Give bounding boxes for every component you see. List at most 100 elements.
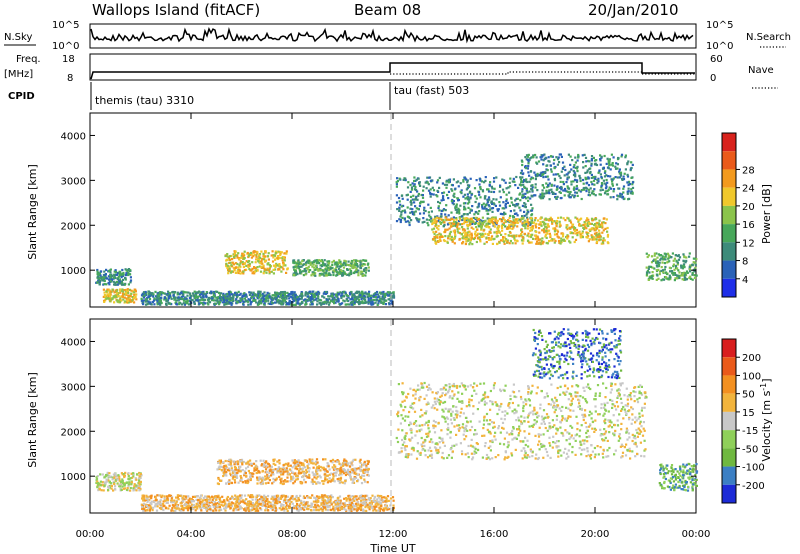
- scatter-cell: [531, 207, 534, 210]
- scatter-cell: [283, 299, 287, 302]
- scatter-cell: [129, 281, 132, 284]
- scatter-cell: [545, 182, 548, 185]
- scatter-cell: [556, 222, 559, 225]
- scatter-cell: [492, 202, 495, 205]
- freq-panel-frame: [89, 53, 697, 81]
- scatter-cell: [468, 201, 471, 204]
- scatter-cell: [585, 231, 588, 234]
- scatter-cell: [582, 166, 585, 169]
- scatter-cell: [430, 193, 433, 196]
- scatter-cell: [467, 185, 470, 188]
- scatter-cell: [103, 294, 106, 297]
- scatter-cell: [667, 254, 670, 257]
- scatter-cell: [278, 256, 281, 260]
- scatter-cell: [479, 188, 482, 191]
- scatter-cell: [297, 259, 300, 262]
- scatter-cell: [346, 299, 349, 302]
- scatter-cell: [662, 278, 666, 281]
- scatter-cell: [202, 295, 205, 298]
- scatter-cell: [443, 183, 447, 186]
- scatter-cell: [113, 472, 117, 475]
- scatter-cell: [339, 467, 342, 470]
- scatter-cell: [453, 195, 456, 198]
- scatter-cell: [534, 234, 538, 237]
- scatter-cell: [548, 192, 551, 195]
- scatter-cell: [667, 257, 670, 260]
- scatter-cell: [130, 481, 133, 484]
- scatter-cell: [297, 472, 300, 475]
- scatter-cell: [252, 255, 255, 258]
- scatter-cell: [459, 223, 462, 226]
- scatter-cell: [529, 226, 532, 229]
- scatter-cell: [347, 472, 350, 475]
- scatter-cell: [173, 296, 176, 299]
- scatter-cell: [129, 279, 133, 282]
- scatter-cell: [477, 191, 481, 194]
- scatter-cell: [469, 221, 472, 224]
- scatter-cell: [103, 476, 106, 479]
- scatter-cell: [237, 481, 240, 484]
- scatter-cell: [189, 300, 192, 303]
- scatter-cell: [385, 299, 388, 302]
- scatter-cell: [173, 298, 176, 301]
- scatter-cell: [268, 292, 271, 295]
- scatter-cell: [454, 208, 457, 211]
- scatter-cell: [475, 219, 478, 223]
- scatter-cell: [572, 173, 576, 177]
- scatter-cell: [420, 193, 423, 197]
- scatter-cell: [290, 291, 293, 294]
- scatter-cell: [462, 231, 465, 234]
- scatter-cell: [168, 294, 172, 297]
- scatter-cell: [384, 303, 387, 306]
- scatter-cell: [271, 250, 274, 253]
- scatter-cell: [344, 303, 347, 306]
- scatter-cell: [105, 283, 108, 286]
- scatter-cell: [229, 472, 232, 475]
- scatter-cell: [312, 260, 315, 264]
- scatter-cell: [288, 473, 291, 476]
- scatter-cell: [127, 484, 130, 488]
- scatter-cell: [272, 477, 275, 480]
- scatter-cell: [247, 261, 250, 264]
- scatter-cell: [346, 303, 349, 306]
- scatter-cell: [254, 261, 257, 264]
- scatter-cell: [391, 302, 394, 305]
- scatter-cell: [631, 181, 634, 184]
- scatter-cell: [322, 263, 325, 266]
- scatter-cell: [491, 210, 494, 213]
- scatter-cell: [609, 175, 612, 178]
- scatter-cell: [96, 281, 99, 284]
- scatter-cell: [600, 182, 604, 185]
- scatter-cell: [559, 242, 562, 245]
- scatter-cell: [132, 489, 135, 492]
- scatter-cell: [524, 192, 527, 195]
- scatter-cell: [540, 223, 543, 226]
- scatter-cell: [218, 465, 221, 468]
- colorbar-swatch: [722, 151, 736, 170]
- scatter-cell: [558, 186, 562, 189]
- scatter-cell: [263, 462, 266, 466]
- scatter-cell: [578, 218, 582, 221]
- scatter-cell: [314, 268, 317, 271]
- scatter-cell: [337, 293, 340, 296]
- scatter-cell: [312, 462, 315, 465]
- scatter-cell: [476, 236, 480, 239]
- scatter-cell: [493, 231, 496, 234]
- scatter-cell: [575, 191, 579, 194]
- scatter-cell: [120, 488, 123, 491]
- scatter-cell: [102, 288, 105, 291]
- scatter-cell: [281, 468, 284, 471]
- scatter-cell: [245, 299, 248, 302]
- scatter-cell: [590, 176, 593, 179]
- scatter-cell: [147, 293, 150, 296]
- scatter-cell: [103, 276, 106, 279]
- scatter-cell: [658, 273, 661, 276]
- scatter-cell: [359, 458, 362, 461]
- scatter-cell: [158, 299, 161, 302]
- scatter-cell: [222, 294, 225, 297]
- scatter-cell: [236, 263, 239, 266]
- scatter-cell: [349, 263, 352, 266]
- scatter-cell: [681, 272, 684, 275]
- scatter-cell: [604, 222, 607, 225]
- scatter-cell: [120, 273, 124, 276]
